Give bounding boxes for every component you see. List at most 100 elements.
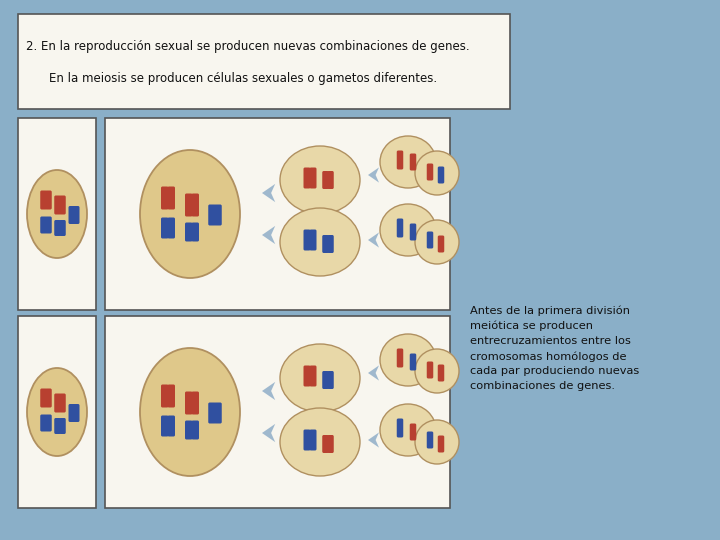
FancyBboxPatch shape [328,242,333,246]
FancyBboxPatch shape [328,371,334,389]
FancyBboxPatch shape [55,402,60,404]
FancyBboxPatch shape [54,195,60,214]
FancyBboxPatch shape [427,164,433,180]
FancyBboxPatch shape [304,230,310,251]
FancyBboxPatch shape [323,179,328,181]
FancyBboxPatch shape [70,411,74,415]
Ellipse shape [380,404,436,456]
FancyBboxPatch shape [215,213,221,217]
FancyBboxPatch shape [54,418,60,434]
Polygon shape [262,424,275,442]
FancyBboxPatch shape [161,218,168,239]
FancyBboxPatch shape [168,218,175,239]
FancyBboxPatch shape [161,384,168,408]
FancyBboxPatch shape [210,411,215,415]
FancyBboxPatch shape [438,173,444,177]
Ellipse shape [380,334,436,386]
Ellipse shape [280,208,360,276]
FancyBboxPatch shape [410,160,415,164]
FancyBboxPatch shape [192,429,198,431]
Ellipse shape [140,348,240,476]
FancyBboxPatch shape [59,418,66,434]
FancyBboxPatch shape [168,186,175,210]
Polygon shape [368,433,379,448]
FancyBboxPatch shape [304,366,310,387]
FancyBboxPatch shape [73,206,79,224]
FancyBboxPatch shape [438,442,444,446]
FancyBboxPatch shape [397,418,403,437]
FancyBboxPatch shape [323,442,328,446]
FancyBboxPatch shape [397,219,403,238]
FancyBboxPatch shape [55,204,60,206]
FancyBboxPatch shape [41,199,46,201]
FancyBboxPatch shape [323,235,329,253]
FancyBboxPatch shape [59,220,66,236]
Ellipse shape [27,368,87,456]
Polygon shape [262,184,275,202]
FancyBboxPatch shape [310,167,317,188]
FancyBboxPatch shape [45,415,52,431]
Text: 2. En la reproducción sexual se producen nuevas combinaciones de genes.: 2. En la reproducción sexual se producen… [26,40,469,53]
FancyBboxPatch shape [161,186,168,210]
FancyBboxPatch shape [18,316,96,508]
FancyBboxPatch shape [305,239,310,241]
FancyBboxPatch shape [60,402,65,404]
FancyBboxPatch shape [45,388,52,408]
FancyBboxPatch shape [59,195,66,214]
FancyBboxPatch shape [40,217,47,233]
FancyBboxPatch shape [438,242,444,246]
FancyBboxPatch shape [323,435,329,453]
FancyBboxPatch shape [55,226,60,230]
FancyBboxPatch shape [427,431,433,449]
FancyBboxPatch shape [40,191,47,210]
FancyBboxPatch shape [186,231,192,233]
Polygon shape [368,232,379,248]
FancyBboxPatch shape [410,354,416,370]
FancyBboxPatch shape [60,204,65,206]
FancyBboxPatch shape [215,402,222,423]
FancyBboxPatch shape [310,438,315,442]
Ellipse shape [415,420,459,464]
FancyBboxPatch shape [208,402,216,423]
Text: En la meiosis se producen células sexuales o gametos diferentes.: En la meiosis se producen células sexual… [34,72,437,85]
FancyBboxPatch shape [438,166,444,184]
FancyBboxPatch shape [54,220,60,236]
FancyBboxPatch shape [328,435,334,453]
FancyBboxPatch shape [168,384,175,408]
FancyBboxPatch shape [41,422,46,424]
FancyBboxPatch shape [60,424,65,428]
FancyBboxPatch shape [60,226,65,230]
FancyBboxPatch shape [323,379,328,381]
FancyBboxPatch shape [46,224,50,226]
FancyBboxPatch shape [68,206,75,224]
FancyBboxPatch shape [73,404,79,422]
FancyBboxPatch shape [186,402,192,404]
FancyBboxPatch shape [74,411,78,415]
FancyBboxPatch shape [185,392,192,415]
FancyBboxPatch shape [46,422,50,424]
FancyBboxPatch shape [41,224,46,226]
FancyBboxPatch shape [40,415,47,431]
FancyBboxPatch shape [161,415,168,436]
Polygon shape [262,382,275,400]
FancyBboxPatch shape [41,396,46,400]
FancyBboxPatch shape [304,167,310,188]
FancyBboxPatch shape [323,371,329,389]
FancyBboxPatch shape [168,424,174,428]
FancyBboxPatch shape [40,388,47,408]
FancyBboxPatch shape [397,151,403,170]
FancyBboxPatch shape [210,213,215,217]
FancyBboxPatch shape [410,361,415,363]
FancyBboxPatch shape [192,392,199,415]
FancyBboxPatch shape [428,239,432,241]
FancyBboxPatch shape [438,235,444,253]
FancyBboxPatch shape [192,222,199,241]
FancyBboxPatch shape [328,442,333,446]
FancyBboxPatch shape [54,394,60,413]
FancyBboxPatch shape [428,368,432,372]
FancyBboxPatch shape [397,226,402,230]
FancyBboxPatch shape [438,372,444,375]
FancyBboxPatch shape [192,402,198,404]
FancyBboxPatch shape [46,396,50,400]
FancyBboxPatch shape [59,394,66,413]
